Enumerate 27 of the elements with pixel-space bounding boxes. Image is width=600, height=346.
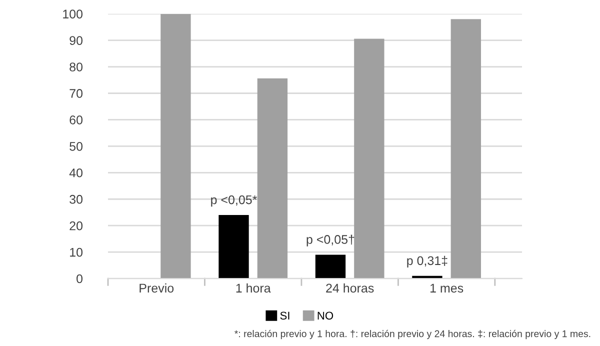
y-tick-label: 60 — [70, 116, 83, 124]
y-tick-label: 20 — [70, 221, 83, 230]
x-tick-label: Previo — [140, 283, 174, 293]
legend-label: NO — [318, 312, 334, 320]
y-tick-label: 80 — [70, 62, 83, 72]
y-tick-label: 0 — [76, 274, 83, 284]
x-tick-label: 1 mes — [430, 284, 464, 293]
x-tick-label: 1 hora — [236, 283, 271, 293]
y-tick-label: 90 — [70, 36, 83, 45]
bar — [160, 14, 191, 279]
bar — [257, 78, 288, 279]
annotation: p <0,05† — [306, 234, 354, 246]
y-tick-label: 30 — [70, 194, 83, 204]
x-tick-label: 24 horas — [326, 283, 374, 293]
y-tick-label: 70 — [70, 89, 83, 98]
bar — [218, 215, 249, 279]
bar — [315, 254, 346, 279]
annotation: p <0,05* — [211, 195, 258, 207]
bar — [354, 38, 384, 279]
y-tick-label: 40 — [69, 168, 83, 178]
y-tick-label: 50 — [70, 142, 83, 151]
y-tick-label: 100 — [63, 10, 83, 18]
legend-label: SI — [280, 312, 290, 320]
bar — [450, 19, 481, 279]
annotation: p 0,31‡ — [407, 256, 448, 268]
y-tick-label: 10 — [70, 248, 83, 257]
text: *: relación previo y 1 hora. †: relación previo y 24 horas. ‡: relación previo y 1 mes. — [234, 330, 590, 340]
